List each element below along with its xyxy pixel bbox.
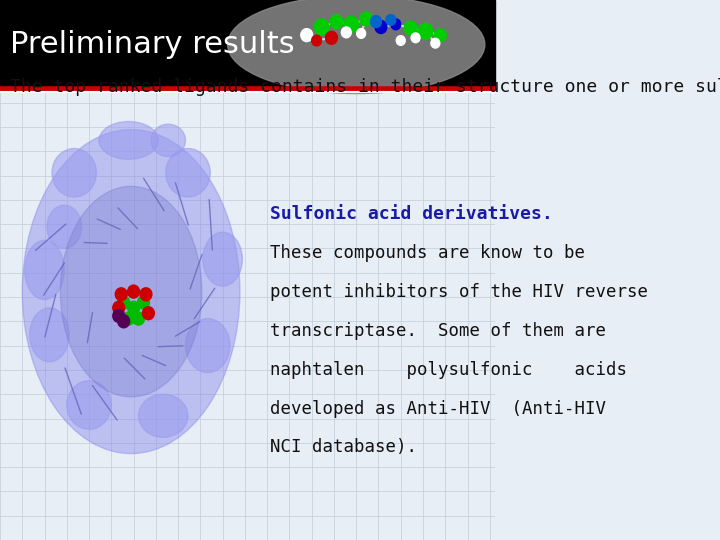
Circle shape: [386, 15, 396, 25]
Ellipse shape: [52, 148, 96, 197]
Ellipse shape: [22, 130, 240, 454]
Circle shape: [404, 21, 417, 35]
Text: naphtalen    polysulfonic    acids: naphtalen polysulfonic acids: [269, 361, 626, 379]
Ellipse shape: [30, 308, 69, 362]
Circle shape: [118, 296, 130, 309]
Ellipse shape: [47, 205, 81, 248]
Text: NCI database).: NCI database).: [269, 438, 417, 456]
Circle shape: [140, 288, 152, 301]
Circle shape: [375, 21, 387, 33]
Circle shape: [115, 288, 127, 301]
Text: Preliminary results: Preliminary results: [10, 30, 294, 59]
Ellipse shape: [228, 0, 485, 93]
Circle shape: [301, 29, 312, 42]
Text: potent inhibitors of the HIV reverse: potent inhibitors of the HIV reverse: [269, 283, 647, 301]
Circle shape: [434, 29, 446, 42]
Text: transcriptase.  Some of them are: transcriptase. Some of them are: [269, 322, 606, 340]
Circle shape: [360, 12, 372, 26]
Circle shape: [325, 31, 338, 44]
Circle shape: [113, 309, 125, 322]
Ellipse shape: [67, 381, 112, 429]
Ellipse shape: [166, 148, 210, 197]
Circle shape: [344, 16, 359, 32]
Circle shape: [431, 38, 440, 48]
Ellipse shape: [186, 319, 230, 373]
Circle shape: [127, 301, 140, 314]
Circle shape: [314, 19, 329, 35]
Circle shape: [118, 315, 130, 328]
Circle shape: [418, 23, 433, 39]
Ellipse shape: [24, 240, 64, 300]
Circle shape: [356, 29, 366, 38]
Circle shape: [330, 15, 343, 29]
Bar: [0, 0, 495, 89]
Circle shape: [132, 312, 145, 325]
Ellipse shape: [60, 186, 202, 397]
Circle shape: [122, 312, 135, 325]
Text: The top ranked ligands contains in their structure one or more sulfurs.: The top ranked ligands contains in their…: [10, 78, 720, 96]
Circle shape: [138, 296, 150, 309]
Circle shape: [411, 33, 420, 43]
Circle shape: [391, 19, 401, 30]
Circle shape: [113, 301, 125, 314]
Text: Sulfonic acid derivatives.: Sulfonic acid derivatives.: [269, 205, 552, 223]
Ellipse shape: [151, 124, 186, 157]
Circle shape: [341, 27, 351, 38]
Circle shape: [127, 285, 140, 298]
Ellipse shape: [138, 394, 188, 437]
Circle shape: [371, 16, 382, 28]
Circle shape: [396, 36, 405, 45]
Text: These compounds are know to be: These compounds are know to be: [269, 244, 585, 262]
Circle shape: [312, 35, 322, 46]
Circle shape: [143, 307, 154, 320]
Ellipse shape: [99, 122, 158, 159]
Ellipse shape: [203, 232, 243, 286]
Text: developed as Anti-HIV  (Anti-HIV: developed as Anti-HIV (Anti-HIV: [269, 400, 606, 417]
